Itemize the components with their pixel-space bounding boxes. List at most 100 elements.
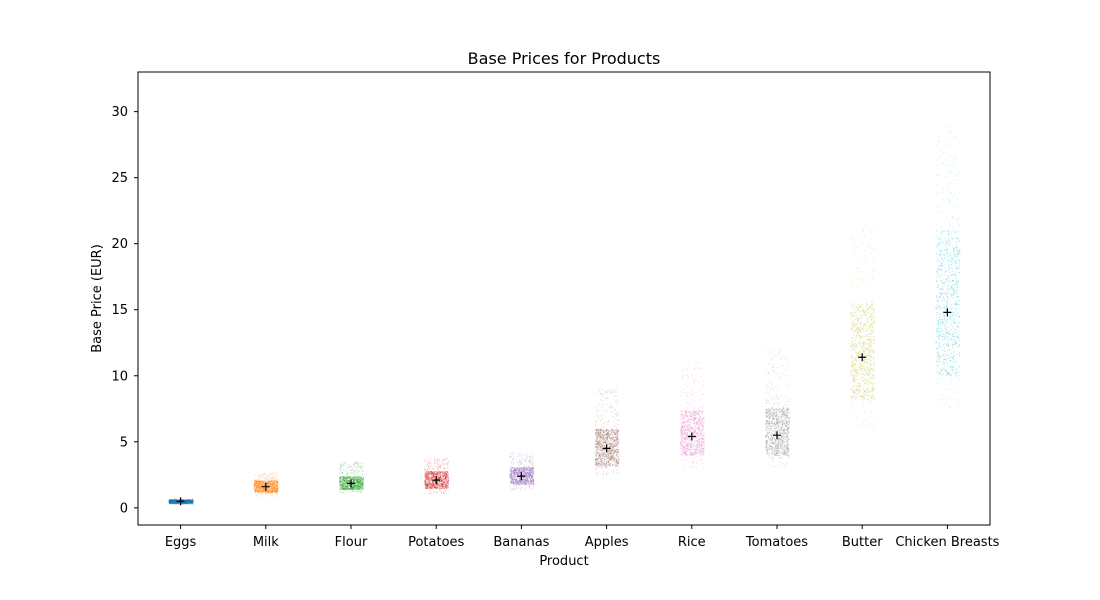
data-point: [276, 481, 278, 483]
data-point: [358, 483, 360, 485]
data-point: [356, 474, 358, 476]
data-point: [272, 485, 274, 486]
data-point: [525, 475, 527, 477]
data-point: [443, 479, 445, 481]
data-point: [427, 479, 429, 481]
data-point: [346, 470, 348, 472]
data-point: [428, 473, 430, 475]
data-point: [432, 476, 434, 478]
data-point: [261, 484, 263, 486]
data-point: [431, 477, 433, 479]
data-point: [344, 480, 346, 482]
data-point: [433, 487, 435, 489]
data-point: [255, 483, 257, 485]
data-point: [360, 467, 362, 469]
data-point: [524, 480, 526, 482]
data-point: [439, 491, 441, 493]
data-point: [262, 484, 264, 486]
data-point: [264, 476, 266, 478]
data-point: [443, 473, 445, 475]
data-point: [442, 478, 444, 480]
data-point: [348, 469, 350, 471]
data-point: [446, 477, 448, 478]
data-point: [426, 485, 428, 487]
data-point: [434, 460, 436, 462]
data-point: [343, 488, 345, 490]
data-point: [522, 481, 524, 483]
data-point: [187, 500, 189, 502]
data-point: [267, 479, 269, 481]
data-point: [265, 477, 266, 479]
data-point: [530, 463, 532, 465]
data-point: [346, 486, 348, 488]
data-point: [171, 500, 173, 502]
data-point: [516, 476, 517, 478]
data-point: [358, 488, 360, 490]
data-point: [268, 489, 270, 491]
data-point: [352, 484, 354, 486]
data-point: [427, 472, 429, 474]
data-point: [272, 482, 274, 484]
data-point: [190, 501, 192, 503]
data-point: [261, 484, 263, 486]
data-point: [274, 491, 276, 493]
data-point: [180, 502, 182, 504]
data-point: [356, 479, 358, 481]
data-point: [516, 479, 518, 481]
data-point: [191, 502, 193, 504]
data-point: [355, 476, 357, 478]
data-point: [448, 478, 450, 480]
data-point: [351, 483, 353, 485]
data-point: [170, 500, 172, 502]
data-point: [266, 484, 268, 486]
data-point: [362, 465, 364, 467]
data-point: [172, 499, 174, 501]
data-point: [169, 499, 171, 501]
data-point: [259, 483, 261, 485]
data-point: [444, 484, 446, 486]
data-point: [437, 485, 439, 487]
data-point: [170, 502, 172, 504]
data-point: [178, 502, 180, 504]
data-point: [258, 489, 260, 491]
data-point: [273, 484, 275, 486]
data-point: [425, 469, 427, 471]
data-point: [442, 487, 444, 489]
data-point: [273, 486, 275, 488]
data-point: [268, 490, 270, 492]
data-point: [346, 477, 348, 479]
data-point: [265, 494, 267, 496]
data-point: [446, 471, 448, 473]
data-point: [362, 486, 364, 488]
data-point: [186, 500, 188, 502]
data-point: [339, 476, 341, 478]
data-point: [356, 480, 358, 482]
data-point: [169, 500, 171, 502]
data-point: [255, 491, 257, 493]
data-point: [343, 485, 345, 487]
data-point: [437, 463, 439, 465]
data-point: [359, 490, 361, 492]
data-point: [345, 483, 347, 485]
data-point: [521, 487, 523, 489]
data-point: [179, 500, 181, 502]
data-point: [191, 502, 193, 504]
data-point: [436, 478, 438, 480]
data-point: [595, 449, 597, 451]
data-point: [350, 472, 352, 474]
data-point: [260, 484, 262, 486]
data-point: [352, 479, 354, 481]
data-point: [339, 473, 341, 475]
data-point: [269, 490, 271, 492]
data-point: [275, 485, 277, 487]
data-point: [446, 471, 448, 473]
data-point: [445, 459, 447, 461]
data-point: [341, 472, 343, 474]
data-point: [262, 488, 264, 490]
data-point: [345, 478, 347, 480]
data-point: [261, 483, 263, 485]
data-point: [345, 488, 347, 490]
data-point: [257, 481, 259, 483]
data-point: [187, 501, 189, 503]
data-point: [434, 477, 436, 479]
